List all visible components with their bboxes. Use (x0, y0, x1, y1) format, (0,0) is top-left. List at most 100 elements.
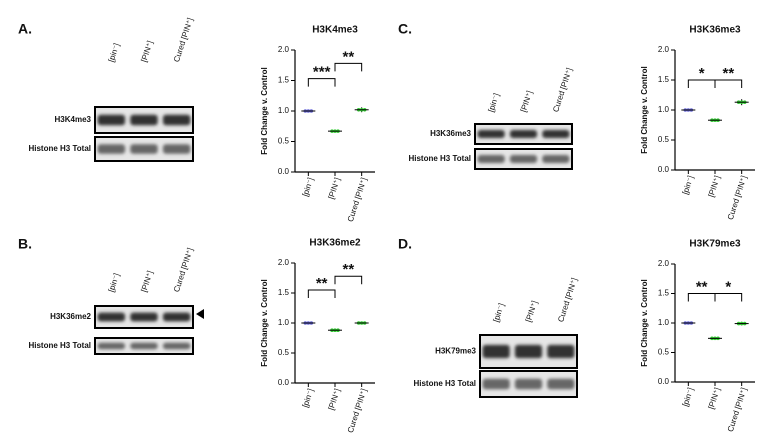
chart-title: H3K79me3 (689, 239, 741, 250)
significance-bracket (714, 293, 743, 302)
panel-label: D. (398, 236, 412, 252)
blot-band (162, 144, 191, 154)
lane-label: [pin⁻] (492, 302, 507, 323)
x-tick-label: [PIN⁺] (327, 176, 342, 200)
y-axis-label: Fold Change v. Control (260, 67, 269, 154)
y-tick-label: 1.5 (658, 75, 670, 84)
x-tick-label: [pin⁻] (681, 174, 696, 195)
significance-label: * (699, 65, 705, 82)
y-tick-label: 2.0 (278, 45, 290, 54)
y-tick-label: 2.0 (658, 45, 670, 54)
lane-label: Cured [PIN⁺] (172, 17, 195, 64)
blot-band (162, 342, 191, 350)
chart-title: H3K36me2 (309, 238, 361, 249)
lane-label: [PIN⁺] (519, 90, 534, 114)
y-axis-label: Fold Change v. Control (640, 66, 649, 153)
row-label: H3K4me3 (55, 115, 92, 124)
blot-band (97, 144, 126, 154)
blot-band (542, 155, 570, 163)
blot-band (547, 344, 575, 359)
blot-band (482, 344, 510, 359)
blot-band (97, 312, 126, 322)
y-tick-label: 1.5 (278, 76, 290, 85)
lane-label: Cured [PIN⁺] (551, 67, 574, 114)
row-label: H3K79me3 (435, 347, 476, 356)
y-tick-label: 1.0 (658, 318, 670, 327)
lane-label: [pin⁻] (487, 92, 502, 113)
y-tick-label: 2.0 (658, 259, 670, 268)
blot-band (542, 130, 570, 138)
y-tick-label: 0.0 (658, 377, 670, 386)
y-tick-label: 1.0 (658, 105, 670, 114)
panel-label: B. (18, 236, 32, 252)
x-tick-label: [pin⁻] (681, 386, 696, 407)
blot-band (130, 144, 158, 154)
y-tick-label: 0.0 (658, 165, 670, 174)
x-tick-label: [PIN⁺] (707, 386, 722, 410)
significance-label: ** (696, 278, 708, 295)
row-label: Histone H3 Total (28, 341, 91, 350)
x-tick-label: Cured [PIN⁺] (346, 176, 369, 223)
y-axis-label: Fold Change v. Control (640, 279, 649, 366)
y-tick-label: 0.5 (658, 135, 670, 144)
y-tick-label: 1.5 (658, 289, 670, 298)
blot-band (97, 342, 126, 350)
x-tick-label: [pin⁻] (301, 387, 316, 408)
y-tick-label: 1.0 (278, 318, 290, 327)
significance-bracket (307, 78, 336, 87)
blot-band (130, 114, 158, 126)
y-tick-label: 0.5 (278, 137, 290, 146)
x-tick-label: [PIN⁺] (327, 387, 342, 411)
lane-label: Cured [PIN⁺] (172, 247, 195, 294)
significance-label: * (725, 278, 731, 295)
row-label: H3K36me3 (430, 129, 471, 138)
lane-label: Cured [PIN⁺] (556, 277, 579, 324)
x-tick-label: [pin⁻] (301, 176, 316, 197)
blot-band (477, 155, 505, 163)
chart-title: H3K36me3 (689, 25, 741, 36)
row-label: H3K36me2 (50, 312, 91, 321)
blot-band (130, 342, 158, 350)
blot-band (162, 114, 191, 126)
y-tick-label: 0.5 (658, 348, 670, 357)
lane-label: [PIN⁺] (524, 300, 539, 324)
row-label: Histone H3 Total (28, 144, 91, 153)
lane-label: [pin⁻] (107, 42, 122, 63)
blot-band (477, 130, 505, 138)
lane-label: [PIN⁺] (139, 40, 154, 64)
x-tick-label: Cured [PIN⁺] (726, 386, 749, 433)
x-tick-label: Cured [PIN⁺] (346, 387, 369, 434)
y-tick-label: 0.5 (278, 348, 290, 357)
significance-label: ** (342, 48, 354, 65)
significance-label: ** (316, 275, 328, 292)
significance-bracket (714, 79, 743, 88)
row-label: Histone H3 Total (413, 379, 476, 388)
y-tick-label: 0.0 (278, 167, 290, 176)
chart-title: H3K4me3 (312, 25, 358, 36)
significance-label: ** (342, 261, 354, 278)
lane-label: [PIN⁺] (139, 270, 154, 294)
x-tick-label: [PIN⁺] (707, 174, 722, 198)
blot-band (514, 344, 543, 359)
y-axis-label: Fold Change v. Control (260, 279, 269, 366)
blot-band (509, 155, 538, 163)
significance-label: ** (722, 65, 734, 82)
panel-label: C. (398, 21, 412, 37)
panel-label: A. (18, 21, 32, 37)
blot-band (509, 130, 538, 138)
y-tick-label: 0.0 (278, 378, 290, 387)
blot-band (97, 114, 126, 126)
y-tick-label: 1.0 (278, 106, 290, 115)
blot-band (514, 378, 543, 390)
lane-label: [pin⁻] (107, 272, 122, 293)
blot-band (547, 378, 575, 390)
row-label: Histone H3 Total (408, 154, 471, 163)
blot-band (482, 378, 510, 390)
blot-band (162, 312, 191, 322)
blot-band (130, 312, 158, 322)
significance-bracket (334, 275, 363, 285)
significance-bracket (334, 62, 363, 72)
significance-bracket (307, 289, 336, 298)
x-tick-label: Cured [PIN⁺] (726, 174, 749, 221)
